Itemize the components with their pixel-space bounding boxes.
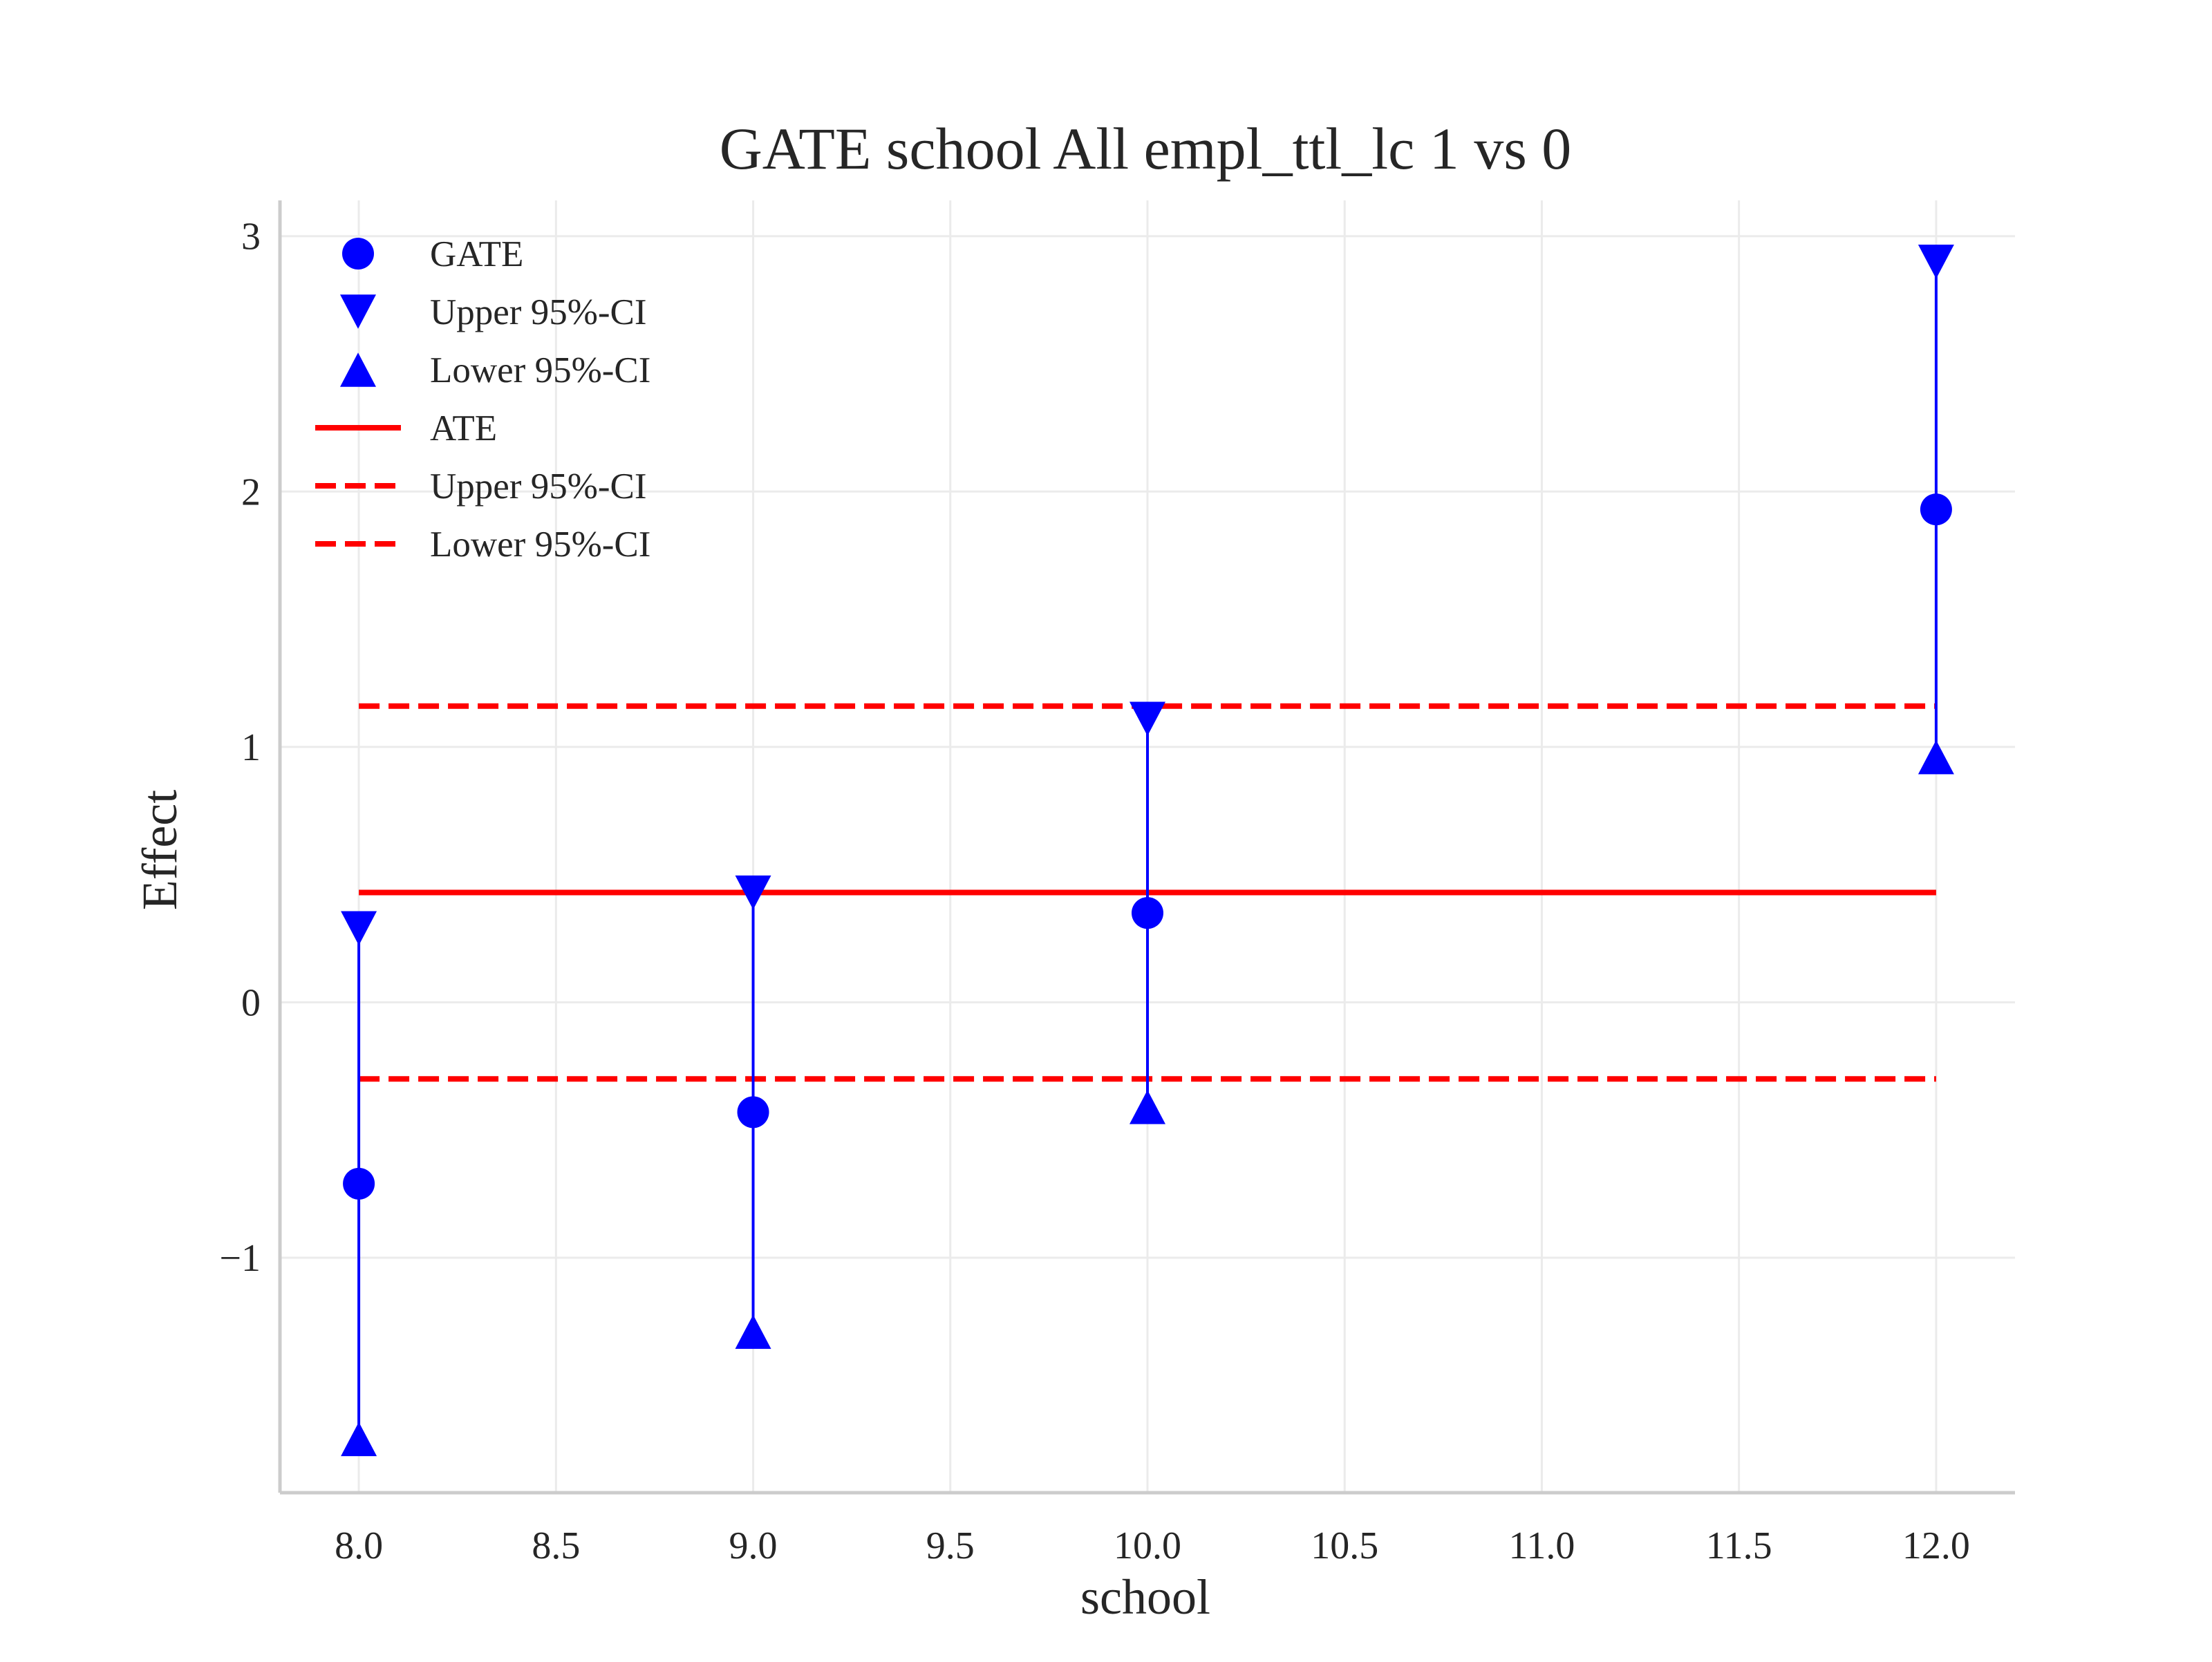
upper-ci-marker <box>341 911 377 945</box>
x-tick-label: 9.0 <box>729 1524 778 1567</box>
lower-ci-marker <box>735 1314 771 1349</box>
legend-upper-ci-marker <box>340 294 376 329</box>
legend-label: Lower 95%-CI <box>430 525 650 565</box>
lower-ci-marker <box>1130 1090 1165 1124</box>
x-tick-label: 11.5 <box>1706 1524 1772 1567</box>
gate-point <box>737 1096 769 1129</box>
legend-label: GATE <box>430 234 523 274</box>
x-tick-label: 8.0 <box>335 1524 383 1567</box>
x-tick-label: 10.0 <box>1114 1524 1181 1567</box>
upper-ci-marker <box>1130 701 1165 736</box>
upper-ci-marker <box>735 875 771 910</box>
legend-label: Upper 95%-CI <box>430 466 647 507</box>
upper-ci-marker <box>1918 244 1954 279</box>
lower-ci-marker <box>341 1422 377 1457</box>
x-tick-label: 12.0 <box>1902 1524 1970 1567</box>
legend-label: Upper 95%-CI <box>430 292 647 332</box>
lower-ci-marker <box>1918 739 1954 775</box>
x-tick-label: 11.0 <box>1508 1524 1575 1567</box>
legend-gate-marker <box>342 238 374 270</box>
legend: GATE Upper 95%-CI Lower 95%-CI ATE Upper 95%… <box>315 234 650 565</box>
y-axis-label: Effect <box>132 790 187 911</box>
y-tick-label: 2 <box>241 471 261 513</box>
y-tick-label: −1 <box>219 1237 261 1280</box>
legend-label: ATE <box>430 408 497 448</box>
y-tick-label: 0 <box>241 981 261 1024</box>
x-tick-label: 10.5 <box>1311 1524 1378 1567</box>
tick-labels: 8.0 8.5 9.0 9.5 10.0 10.5 11.0 11.5 12.0 −1 0 1 2 3 <box>219 216 1970 1567</box>
y-tick-label: 1 <box>241 726 261 769</box>
gate-point <box>343 1167 375 1200</box>
gate-series <box>341 244 1954 1457</box>
x-axis-label: school <box>1080 1569 1210 1625</box>
x-tick-label: 8.5 <box>532 1524 580 1567</box>
gate-point <box>1132 897 1163 929</box>
x-tick-label: 9.5 <box>926 1524 975 1567</box>
chart-title: GATE school All empl_ttl_lc 1 vs 0 <box>720 115 1572 182</box>
legend-label: Lower 95%-CI <box>430 350 650 390</box>
axes-spines <box>278 200 2015 1495</box>
gate-point <box>1920 493 1952 526</box>
legend-lower-ci-marker <box>340 352 376 387</box>
y-tick-label: 3 <box>241 216 261 258</box>
